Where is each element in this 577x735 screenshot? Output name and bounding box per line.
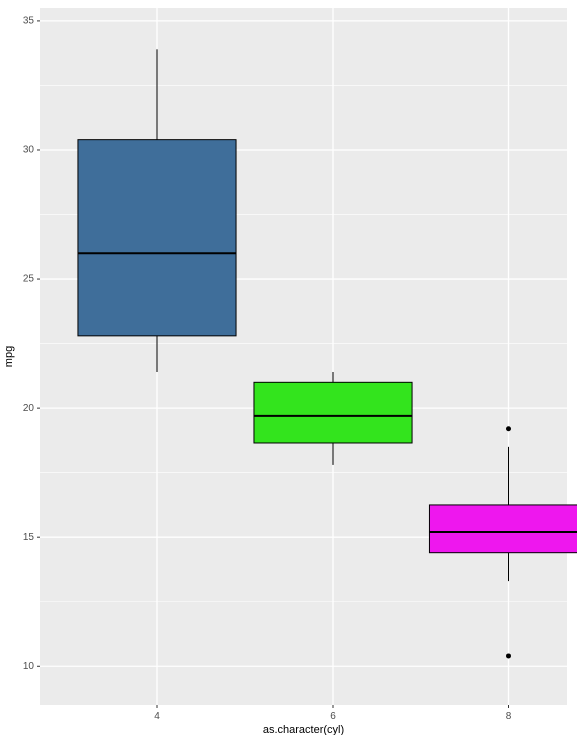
chart-svg: 10 15 20 25 30 35 4 6 8 as.character(cyl) mpg xyxy=(0,0,577,735)
y-tick-label: 35 xyxy=(23,16,35,27)
x-axis-title: as.character(cyl) xyxy=(263,724,344,735)
y-axis-title: mpg xyxy=(3,346,15,367)
outlier-point xyxy=(506,426,511,431)
outlier-point xyxy=(506,653,511,658)
x-tick-label: 6 xyxy=(330,711,336,722)
x-tick-label: 8 xyxy=(506,711,512,722)
box-rect xyxy=(254,382,412,443)
x-tick-label: 4 xyxy=(154,711,160,722)
boxplot-chart: 10 15 20 25 30 35 4 6 8 as.character(cyl) mpg xyxy=(0,0,577,735)
y-tick-label: 25 xyxy=(23,274,35,285)
y-tick-label: 10 xyxy=(23,661,35,672)
y-tick-label: 20 xyxy=(23,403,35,414)
panel-background xyxy=(40,8,567,705)
y-tick-label: 15 xyxy=(23,532,35,543)
y-tick-label: 30 xyxy=(23,145,35,156)
box-rect xyxy=(429,505,577,553)
box-rect xyxy=(78,140,236,336)
